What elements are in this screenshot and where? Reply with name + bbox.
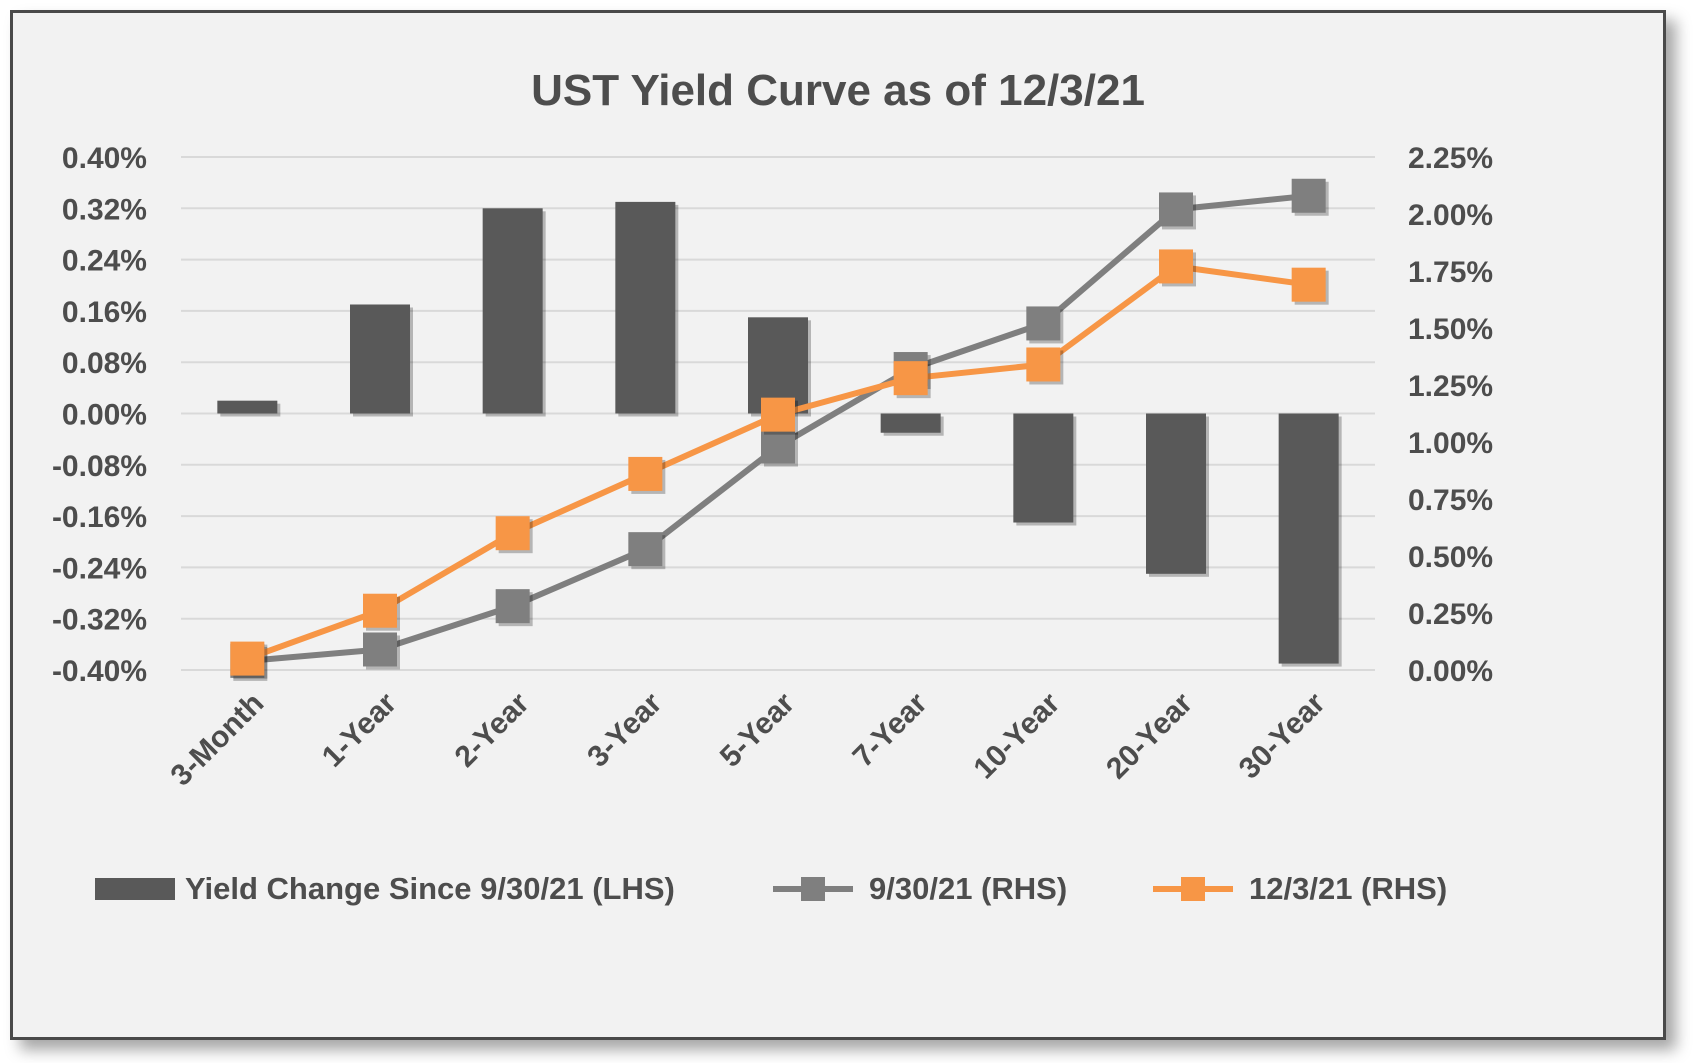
legend-swatch-marker (801, 877, 825, 901)
left-tick-label: -0.16% (52, 501, 147, 534)
x-tick-label: 10-Year (967, 686, 1066, 785)
x-tick-label: 2-Year (449, 686, 536, 773)
right-tick-label: 1.00% (1408, 427, 1493, 460)
left-tick-label: 0.08% (62, 347, 147, 380)
left-tick-label: -0.24% (52, 552, 147, 585)
left-tick-label: -0.08% (52, 450, 147, 483)
left-axis: -0.40% -0.32% -0.24% -0.16% -0.08% 0.00% 0.08%… (52, 142, 147, 688)
point (761, 429, 795, 464)
right-axis: 0.00% 0.25% 0.50% 0.75% 1.00% 1.25% 1.50% 1.75%… (1408, 142, 1493, 688)
point (628, 456, 663, 491)
right-tick-label: 2.25% (1408, 142, 1493, 175)
left-tick-label: 0.24% (62, 245, 147, 278)
chart-title: UST Yield Curve as of 12/3/21 (531, 66, 1145, 115)
bar (482, 208, 543, 414)
bar (1013, 413, 1074, 523)
right-tick-label: 1.25% (1408, 370, 1493, 403)
point (1159, 249, 1193, 284)
right-tick-label: 0.00% (1408, 655, 1493, 688)
x-tick-label: 1-Year (316, 686, 403, 773)
bar (1278, 413, 1339, 664)
left-tick-label: -0.40% (52, 655, 147, 688)
x-tick-label: 7-Year (847, 686, 934, 773)
right-tick-label: 0.50% (1408, 541, 1493, 574)
legend-label: Yield Change Since 9/30/21 (LHS) (185, 871, 675, 906)
point (230, 641, 265, 676)
point (893, 361, 928, 396)
point (1026, 306, 1061, 341)
point (363, 632, 397, 667)
point (495, 589, 530, 624)
x-tick-label: 20-Year (1100, 686, 1199, 785)
legend-swatch-marker (1181, 877, 1205, 901)
point (1291, 267, 1326, 302)
left-tick-label: 0.32% (62, 193, 147, 226)
line-series-2 (230, 249, 1329, 679)
chart-svg: UST Yield Curve as of 12/3/21 -0.40% -0.3… (52, 66, 1493, 906)
x-axis: 3-Month 1-Year 2-Year 3-Year 5-Year 7-Year 10-… (164, 686, 1331, 792)
x-tick-label: 3-Month (164, 687, 270, 793)
x-tick-label: 30-Year (1233, 686, 1332, 785)
point (1291, 178, 1326, 213)
bar (615, 201, 676, 414)
point (761, 397, 795, 432)
legend-label: 9/30/21 (RHS) (869, 871, 1067, 906)
legend-label: 12/3/21 (RHS) (1249, 871, 1447, 906)
right-tick-label: 0.75% (1408, 484, 1493, 517)
line-series-1 (230, 178, 1329, 681)
right-tick-label: 1.50% (1408, 313, 1493, 346)
point (495, 516, 530, 551)
x-tick-label: 5-Year (714, 686, 801, 773)
bar (1146, 413, 1206, 574)
bar (217, 400, 278, 414)
chart-frame: UST Yield Curve as of 12/3/21 -0.40% -0.3… (10, 10, 1666, 1040)
left-tick-label: -0.32% (52, 604, 147, 637)
point (1026, 347, 1061, 382)
legend: Yield Change Since 9/30/21 (LHS) 9/30/21 … (95, 871, 1447, 906)
right-tick-label: 0.25% (1408, 598, 1493, 631)
left-tick-label: 0.00% (62, 399, 147, 432)
bar (880, 413, 941, 433)
bar-series (217, 201, 1342, 667)
legend-swatch-bar (95, 878, 175, 900)
point (1159, 192, 1193, 227)
bar (350, 304, 410, 414)
left-tick-label: 0.40% (62, 142, 147, 175)
point (628, 532, 663, 567)
line-series (230, 178, 1329, 681)
x-tick-label: 3-Year (581, 686, 668, 773)
right-tick-label: 1.75% (1408, 256, 1493, 289)
right-tick-label: 2.00% (1408, 199, 1493, 232)
left-tick-label: 0.16% (62, 296, 147, 329)
point (363, 593, 397, 628)
bar (748, 317, 808, 414)
